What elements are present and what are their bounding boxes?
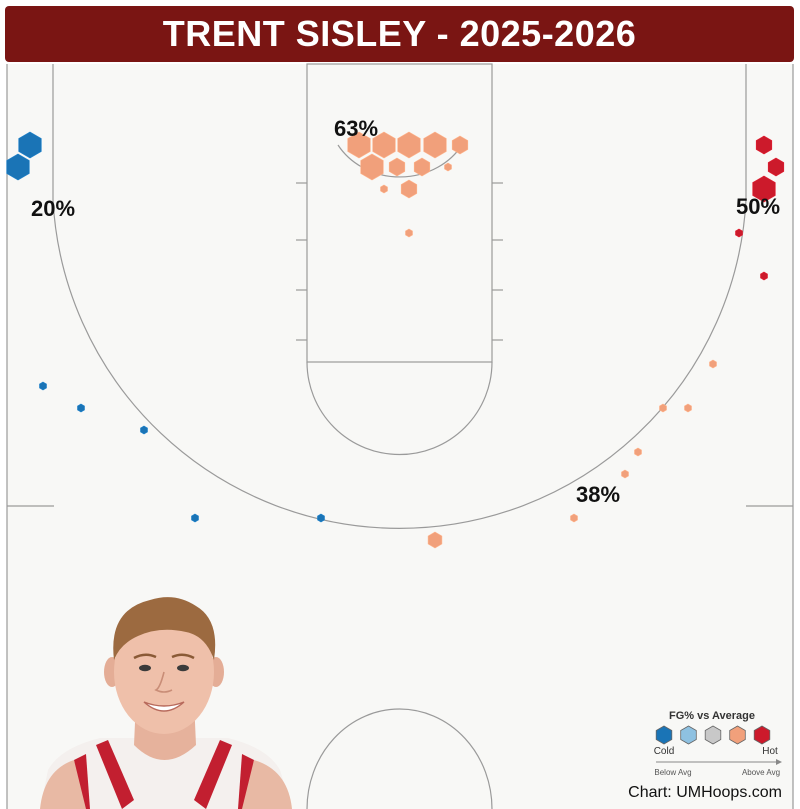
restricted-area	[337, 144, 463, 178]
jersey-trim-left	[96, 740, 134, 809]
legend-swatch-avg	[704, 725, 722, 745]
jersey-trim-right	[194, 740, 232, 809]
shot-hex	[360, 153, 384, 181]
legend-arrow-head	[776, 759, 782, 765]
legend-above-label: Above Avg	[742, 768, 780, 777]
zone-label-top-three: 38%	[576, 482, 620, 507]
shot-hex	[634, 447, 642, 457]
shot-hex	[659, 403, 667, 413]
player-brow	[171, 653, 195, 660]
three-point-line	[52, 64, 747, 529]
player-smile	[143, 701, 185, 712]
shot-hex	[755, 135, 773, 155]
legend-swatches	[655, 725, 771, 745]
chart-title: TRENT SISLEY - 2025-2026	[162, 13, 637, 54]
shot-hex	[767, 157, 785, 177]
center-circle	[306, 708, 493, 809]
shot-hex	[427, 531, 443, 549]
player-eye	[139, 664, 151, 672]
jersey-strap-left	[74, 754, 90, 809]
jersey-strap-right	[238, 754, 254, 809]
shot-hex	[140, 425, 148, 435]
shot-hex	[735, 228, 743, 238]
legend-below-label: Below Avg	[654, 768, 691, 777]
shot-hex	[347, 131, 371, 159]
shot-hex	[423, 131, 447, 159]
shot-hex	[18, 131, 42, 159]
legend-cold-label: Cold	[654, 746, 675, 757]
player-photo	[40, 597, 292, 809]
paint-lane	[306, 63, 493, 363]
shot-hex	[397, 131, 421, 159]
shot-hex	[451, 135, 469, 155]
legend-title: FG% vs Average	[669, 710, 755, 722]
player-hair	[113, 597, 216, 660]
legend-hot-label: Hot	[762, 746, 778, 757]
free-throw-circle	[306, 361, 493, 456]
zone-label-left-corner: 20%	[31, 196, 75, 221]
title-bar: TRENT SISLEY - 2025-2026	[5, 6, 794, 62]
shot-hex	[380, 184, 388, 194]
legend-swatch-below	[680, 725, 697, 745]
player-eye	[177, 664, 189, 672]
player-brow	[133, 653, 157, 660]
shot-hex	[760, 271, 768, 281]
player-shoulders	[242, 760, 292, 809]
shot-hex	[405, 228, 413, 238]
shot-hex	[752, 175, 776, 203]
shot-hex	[39, 381, 47, 391]
shot-hex	[372, 131, 396, 159]
legend: FG% vs Average Cold Hot Below Avg Above …	[654, 710, 782, 777]
shot-hex	[388, 157, 406, 177]
shot-hex	[709, 359, 717, 369]
court-lines	[6, 63, 794, 809]
legend-swatch-hot	[753, 725, 771, 745]
shots-layer	[6, 131, 785, 549]
shot-hex	[684, 403, 692, 413]
player-nose	[154, 671, 173, 693]
shot-hex	[413, 157, 431, 177]
legend-swatch-cold	[655, 725, 673, 745]
chart-credit: Chart: UMHoops.com	[628, 784, 782, 801]
shot-hex	[317, 513, 325, 523]
shot-hex	[400, 179, 418, 199]
shot-hex	[77, 403, 85, 413]
shot-hex	[621, 469, 629, 479]
shot-hex	[6, 153, 30, 181]
shot-hex	[570, 513, 578, 523]
legend-swatch-above	[729, 725, 746, 745]
shot-hex	[191, 513, 199, 523]
shot-hex	[444, 162, 452, 172]
zone-label-paint: 63%	[334, 116, 378, 141]
zone-label-right-corner: 50%	[736, 194, 780, 219]
player-shoulders	[40, 760, 86, 809]
